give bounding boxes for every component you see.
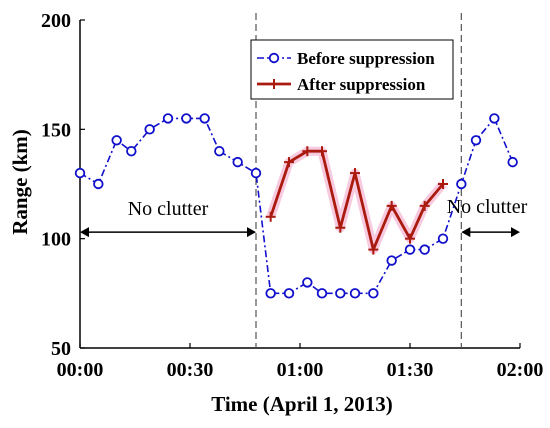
arrow-head (80, 227, 89, 238)
series-before-point (111, 135, 122, 146)
series-before-point (507, 156, 518, 168)
series-after-point (405, 233, 415, 244)
series-before-point (181, 113, 192, 124)
series-after-point (438, 179, 448, 189)
x-tick-label: 01:30 (387, 359, 434, 381)
y-axis-label: Range (km) (8, 129, 32, 235)
series-before-point (419, 244, 430, 255)
series-before-point (316, 288, 328, 299)
series-before-point (349, 288, 361, 299)
arrow-head (461, 227, 471, 238)
annotations: No clutter No clutter (80, 196, 528, 238)
series-before-point (265, 288, 276, 299)
series-before-point (74, 167, 86, 179)
series-before-point (283, 288, 295, 299)
x-tick-label: 00:00 (57, 359, 104, 381)
series-after-point (302, 146, 313, 157)
series-before-point (470, 135, 482, 146)
series-before-point (437, 233, 449, 244)
legend-swatch-before-marker (268, 52, 280, 64)
series-after-halo (266, 146, 447, 255)
series-before-point (214, 145, 225, 157)
arrow-head (247, 227, 256, 238)
series-after-point (368, 244, 379, 255)
series-before-point (144, 124, 155, 135)
arrow-head (511, 227, 520, 238)
series-before-point (162, 113, 174, 124)
series-before-point (489, 113, 500, 124)
series-after-point (386, 200, 397, 211)
series-before-point (368, 288, 379, 299)
x-tick-label: 01:00 (277, 359, 324, 381)
y-tick-label: 150 (41, 119, 71, 141)
y-tick-label: 50 (51, 338, 71, 360)
legend: Before suppression After suppression (250, 39, 454, 100)
y-tick-label: 200 (41, 10, 71, 32)
series-before-point (302, 277, 313, 288)
series (74, 113, 518, 299)
no-clutter-label: No clutter (128, 198, 209, 220)
series-before-point (404, 244, 416, 255)
series-before-point (126, 145, 137, 157)
series-after-point (317, 146, 327, 157)
series-before-point (232, 156, 243, 168)
legend-label-before: Before suppression (297, 49, 435, 68)
legend-box (250, 39, 454, 100)
series-after-line (269, 149, 445, 255)
series-after-point (419, 200, 430, 211)
no-clutter-label: No clutter (447, 196, 528, 218)
series-before-point (199, 113, 210, 124)
y-tick-label: 100 (41, 229, 71, 251)
legend-label-after: After suppression (297, 75, 426, 94)
series-before-point (250, 167, 262, 179)
series-before-point (456, 178, 467, 190)
series-after-point (284, 157, 294, 168)
axes: 50 100 150 200 00:00 00:30 01:00 01:30 02:00 (41, 10, 543, 381)
x-tick-label: 00:30 (167, 359, 214, 381)
series-before-point (335, 288, 346, 299)
series-before-point (386, 255, 397, 266)
series-after-point (350, 168, 360, 179)
x-axis-label: Time (April 1, 2013) (211, 392, 393, 416)
x-tick-label: 02:00 (497, 359, 544, 381)
series-after-point (335, 222, 346, 233)
series-after-point (265, 211, 276, 222)
series-before-point (93, 178, 104, 190)
